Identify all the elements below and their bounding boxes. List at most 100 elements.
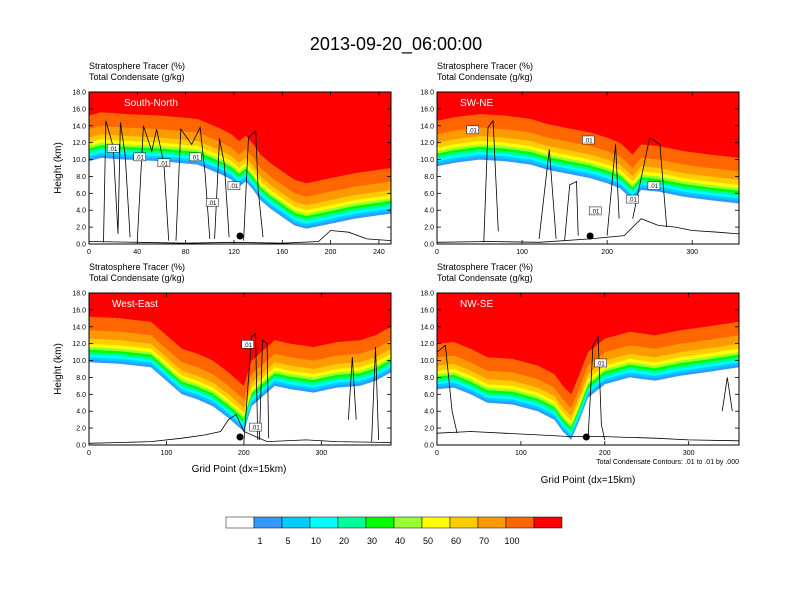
y-tick-label: 12.0	[72, 140, 86, 147]
contour-label-box	[157, 158, 171, 168]
y-tick-label: 4.0	[424, 409, 434, 416]
condensate-contour	[243, 332, 259, 442]
contour-label: .01	[191, 155, 200, 161]
x-axis-label-left: Grid Point (dx=15km)	[192, 464, 287, 475]
contour-label: .01	[251, 426, 260, 432]
x-tick-label: 120	[228, 249, 240, 256]
colorbar-swatch	[365, 516, 395, 529]
colorbar-label: 70	[479, 536, 489, 546]
y-tick-label: 0.0	[76, 443, 86, 450]
condensate-contour	[348, 357, 357, 420]
colorbar-swatch	[505, 516, 535, 529]
plot-frame	[88, 91, 392, 245]
condensate-contour	[538, 149, 557, 239]
x-tick-label: 0	[87, 249, 91, 256]
x-tick-label: 160	[276, 249, 288, 256]
condensate-contour	[632, 136, 668, 228]
y-tick-label: 6.0	[424, 191, 434, 198]
y-tick-label: 2.0	[424, 426, 434, 433]
contour-label: .01	[596, 361, 605, 367]
contour-label: .01	[208, 201, 217, 207]
y-tick-label: 16.0	[420, 106, 434, 113]
contour-label-box	[133, 152, 146, 162]
x-tick-label: 100	[515, 450, 527, 457]
y-tick-label: 6.0	[424, 392, 434, 399]
contour-label: .01	[160, 161, 169, 167]
contour-label-box	[647, 181, 661, 190]
x-tick-label: 100	[161, 450, 173, 457]
colorbar-label: 50	[423, 536, 433, 546]
location-marker	[586, 232, 594, 240]
x-tick-label: 300	[315, 450, 327, 457]
colorbar-label: 20	[339, 536, 349, 546]
plot-frame	[436, 91, 740, 245]
colorbar-swatch	[421, 516, 451, 529]
y-axis-label: Height (km)	[53, 142, 64, 194]
panel-label: West-East	[112, 299, 158, 310]
contour-label-box	[189, 152, 202, 162]
x-tick-label: 300	[686, 249, 698, 256]
y-tick-label: 16.0	[420, 307, 434, 314]
y-tick-label: 18.0	[420, 90, 434, 97]
header-line-1: Stratosphere Tracer (%)	[89, 61, 185, 71]
contour-label: .01	[591, 209, 600, 215]
condensate-contour	[214, 138, 230, 239]
plot-frame	[88, 292, 392, 446]
header-line-2: Total Condensate (g/kg)	[89, 72, 185, 82]
panel-3: .01 .01 Stratosphere Tracer (%)Total Conde…	[53, 262, 392, 457]
y-tick-label: 8.0	[424, 174, 434, 181]
header-line-2: Total Condensate (g/kg)	[437, 273, 533, 283]
contour-label-box	[106, 144, 120, 153]
colorbar-label: 5	[285, 536, 290, 546]
condensate-contour	[721, 377, 733, 412]
header-line-1: Stratosphere Tracer (%)	[437, 262, 533, 272]
colorbar-swatch	[309, 516, 339, 529]
y-tick-label: 12.0	[420, 341, 434, 348]
condensate-contour	[89, 230, 391, 244]
colorbar-swatch	[449, 516, 479, 529]
x-tick-label: 40	[133, 249, 141, 256]
y-tick-label: 12.0	[420, 140, 434, 147]
y-tick-label: 2.0	[424, 225, 434, 232]
location-marker	[582, 433, 590, 441]
y-tick-label: 0.0	[424, 443, 434, 450]
tracer-field: .01 .01 .01 .01 .01	[437, 92, 739, 243]
x-tick-label: 240	[373, 249, 385, 256]
colorbar-swatch	[393, 516, 423, 529]
tracer-band-0	[89, 92, 391, 184]
y-tick-label: 8.0	[76, 375, 86, 382]
contour-label: .01	[650, 184, 659, 190]
contour-label: .01	[109, 147, 118, 153]
y-tick-label: 0.0	[76, 242, 86, 249]
x-tick-label: 100	[516, 249, 528, 256]
panel-1: .01 .01 .01 .01 .01 .01 Stratosphere Tracer (%…	[53, 61, 392, 256]
y-tick-label: 14.0	[72, 324, 86, 331]
header-line-1: Stratosphere Tracer (%)	[437, 61, 533, 71]
y-tick-label: 18.0	[420, 291, 434, 298]
panel-4: .01 Stratosphere Tracer (%)Total Condensa…	[420, 262, 740, 457]
contour-label-box	[227, 181, 241, 190]
y-tick-label: 4.0	[76, 208, 86, 215]
tracer-band-0	[437, 293, 739, 395]
condensate-contour	[483, 119, 499, 243]
tracer-band-0	[437, 92, 739, 158]
contour-label-box	[241, 340, 254, 349]
colorbar-swatch	[533, 516, 563, 529]
y-tick-label: 4.0	[424, 208, 434, 215]
panel-2: .01 .01 .01 .01 .01 Stratosphere Tracer (%)To…	[420, 61, 740, 256]
panel-label: NW-SE	[460, 299, 493, 310]
contour-label: .01	[136, 155, 145, 161]
header-line-1: Stratosphere Tracer (%)	[89, 262, 185, 272]
x-tick-label: 0	[435, 249, 439, 256]
y-tick-label: 10.0	[420, 157, 434, 164]
y-tick-label: 14.0	[420, 324, 434, 331]
y-tick-label: 14.0	[72, 123, 86, 130]
y-tick-label: 16.0	[72, 106, 86, 113]
contour-label-box	[466, 125, 479, 135]
x-tick-label: 0	[87, 450, 91, 457]
y-tick-label: 16.0	[72, 307, 86, 314]
panel-label: South-North	[124, 98, 178, 109]
contour-label: .01	[628, 198, 637, 204]
x-axis-label-right: Grid Point (dx=15km)	[541, 475, 636, 486]
